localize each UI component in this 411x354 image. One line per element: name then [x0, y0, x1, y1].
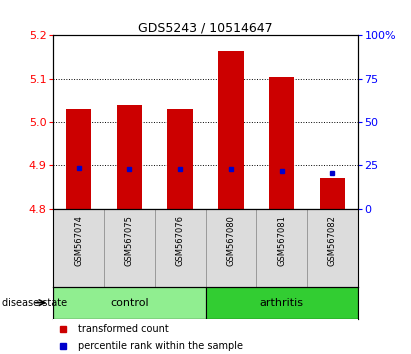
Bar [319, 178, 345, 209]
Bar [218, 51, 243, 209]
Bar [117, 105, 142, 209]
Text: disease state: disease state [2, 298, 67, 308]
Text: transformed count: transformed count [78, 324, 169, 333]
Text: arthritis: arthritis [259, 298, 304, 308]
Text: percentile rank within the sample: percentile rank within the sample [78, 341, 243, 351]
Bar [269, 76, 294, 209]
Text: GSM567076: GSM567076 [175, 215, 185, 266]
Title: GDS5243 / 10514647: GDS5243 / 10514647 [138, 21, 273, 34]
Bar [66, 109, 91, 209]
Bar [206, 287, 358, 319]
Bar [53, 287, 206, 319]
Bar [168, 109, 193, 209]
Text: GSM567075: GSM567075 [125, 215, 134, 266]
Text: control: control [110, 298, 149, 308]
Text: GSM567082: GSM567082 [328, 215, 337, 266]
Text: GSM567074: GSM567074 [74, 215, 83, 266]
Text: GSM567081: GSM567081 [277, 215, 286, 266]
Text: GSM567080: GSM567080 [226, 215, 236, 266]
